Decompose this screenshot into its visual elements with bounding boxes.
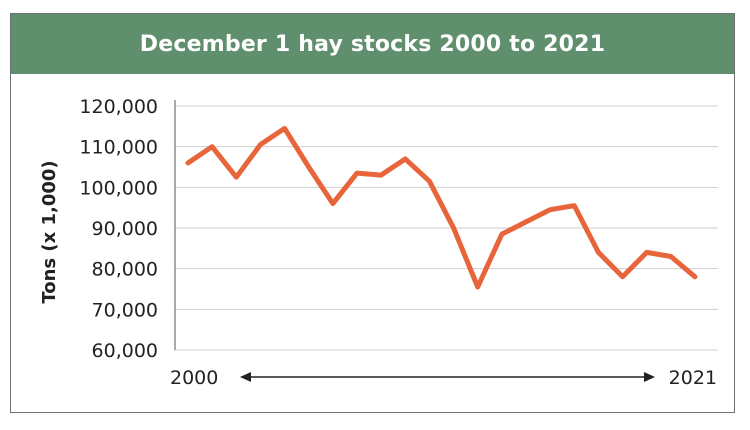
chart-frame: December 1 hay stocks 2000 to 2021	[10, 13, 735, 413]
y-tick-label: 70,000	[92, 299, 158, 321]
y-tick-label: 110,000	[79, 137, 158, 159]
arrow-right-icon	[644, 372, 655, 382]
y-tick-label: 100,000	[79, 177, 158, 199]
y-tick-label: 60,000	[92, 340, 158, 362]
hay-stocks-line	[185, 125, 698, 290]
arrow-left-icon	[240, 372, 251, 382]
y-tick-label: 80,000	[92, 259, 158, 281]
y-tick-labels: 120,000 110,000 100,000 90,000 80,000 70,000 6…	[79, 96, 158, 362]
grid-lines	[174, 100, 718, 351]
x-end-label: 2021	[669, 367, 717, 389]
y-tick-label: 120,000	[79, 96, 158, 118]
x-axis: 2000 2021	[170, 367, 717, 389]
y-axis-label: Tons (x 1,000)	[39, 160, 60, 303]
series-line	[185, 125, 698, 290]
chart-title: December 1 hay stocks 2000 to 2021	[11, 14, 734, 74]
y-tick-label: 90,000	[92, 218, 158, 240]
x-start-label: 2000	[170, 367, 218, 389]
